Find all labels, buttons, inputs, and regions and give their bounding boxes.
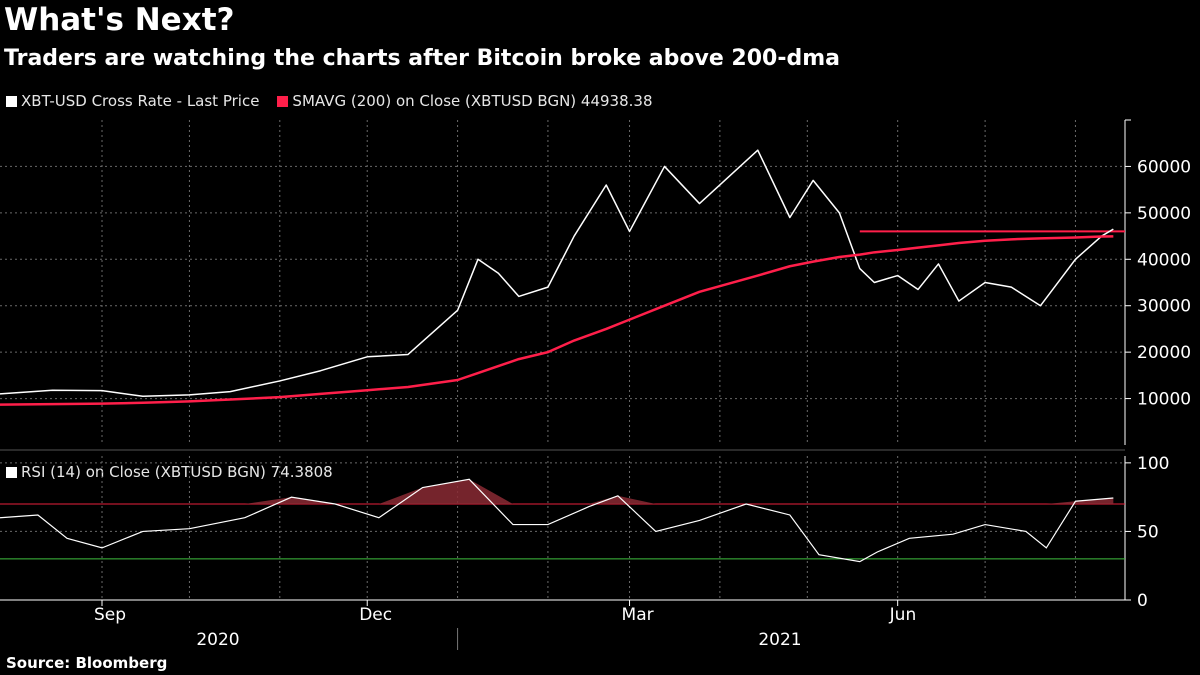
sma-legend-label: SMAVG (200) on Close (XBTUSD BGN) 44938.…: [292, 92, 653, 110]
price-line: [0, 149, 1114, 397]
xtick-label: Dec: [359, 605, 392, 625]
price-ytick-label: 10000: [1137, 390, 1191, 410]
xtick-year-label: 2021: [758, 630, 801, 650]
rsi-ytick-label: 0: [1137, 591, 1148, 611]
sma-line: [0, 235, 1114, 406]
chart-subtitle: Traders are watching the charts after Bi…: [4, 46, 840, 71]
price-ytick-label: 30000: [1137, 297, 1191, 317]
price-ytick-label: 60000: [1137, 157, 1191, 177]
price-legend: XBT-USD Cross Rate - Last Price SMAVG (2…: [6, 92, 653, 110]
xtick-label: Mar: [622, 605, 654, 625]
chart-title: What's Next?: [4, 2, 235, 38]
xtick-year-label: 2020: [196, 630, 239, 650]
price-ytick-label: 50000: [1137, 204, 1191, 224]
price-legend-label: XBT-USD Cross Rate - Last Price: [21, 92, 260, 110]
rsi-legend: RSI (14) on Close (XBTUSD BGN) 74.3808: [6, 463, 333, 481]
source-note: Source: Bloomberg: [6, 654, 168, 672]
price-ytick-label: 40000: [1137, 250, 1191, 270]
sma-legend-swatch: [277, 95, 289, 107]
price-ytick-label: 20000: [1137, 343, 1191, 363]
rsi-legend-swatch: [6, 466, 17, 478]
price-legend-swatch: [6, 95, 17, 107]
rsi-ytick-label: 50: [1137, 522, 1159, 542]
rsi-ytick-label: 100: [1137, 454, 1169, 474]
xtick-label: Jun: [889, 605, 917, 625]
rsi-line: [0, 478, 1114, 563]
rsi-overbought-fill: [0, 479, 1114, 504]
rsi-legend-label: RSI (14) on Close (XBTUSD BGN) 74.3808: [21, 463, 333, 481]
xtick-label: Sep: [94, 605, 126, 625]
